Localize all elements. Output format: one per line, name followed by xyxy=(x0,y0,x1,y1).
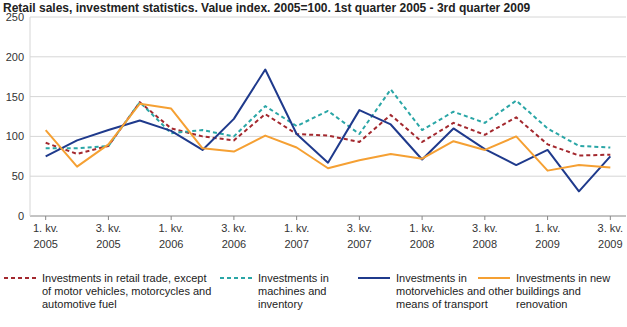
legend-label-line: motorvehicles and other xyxy=(396,285,514,297)
x-tick-label-part: 1. kv. xyxy=(409,222,434,234)
x-tick-label-part: 1. kv. xyxy=(33,222,58,234)
x-tick-label: 1. kv. 2008 xyxy=(409,222,434,250)
grid-line xyxy=(30,176,626,177)
y-tick-label: 100 xyxy=(6,130,24,142)
x-tick-label-part: 2009 xyxy=(535,238,559,250)
y-tick-label: 150 xyxy=(6,91,24,103)
legend-label-line: machines and xyxy=(258,285,327,297)
legend-label: Investments in newbuildings andrenovatio… xyxy=(516,272,610,310)
x-tick-label: 3. kv. 2007 xyxy=(347,222,372,250)
legend-label-line: Investments in xyxy=(396,272,467,284)
y-axis-line xyxy=(30,17,31,216)
x-tick-label-part: 3. kv. xyxy=(347,222,372,234)
legend-label-line: of motor vehicles, motorcycles and xyxy=(42,285,211,297)
y-tick-label: 0 xyxy=(18,210,24,222)
x-tick-label-part: 1. kv. xyxy=(284,222,309,234)
x-tick-label-part: 2006 xyxy=(159,238,183,250)
x-tick-label-part: 3. kv. xyxy=(472,222,497,234)
series-line xyxy=(46,89,611,148)
grid-line xyxy=(30,96,626,97)
series-line xyxy=(46,70,611,192)
grid-line xyxy=(30,17,626,18)
y-tick-label: 200 xyxy=(6,51,24,63)
legend-label-line: renovation xyxy=(516,298,567,310)
legend-label: Investments inmotorvehicles and othermea… xyxy=(396,272,514,310)
x-tick-label: 1. kv. 2007 xyxy=(284,222,309,250)
x-tick-label-part: 2007 xyxy=(347,238,371,250)
x-tick-label: 3. kv. 2008 xyxy=(472,222,497,250)
x-tick-label-part: 3. kv. xyxy=(221,222,246,234)
y-tick-label: 50 xyxy=(12,170,24,182)
x-tick xyxy=(108,216,109,220)
x-tick-label: 1. kv. 2009 xyxy=(535,222,560,250)
x-tick-label-part: 2005 xyxy=(96,238,120,250)
title: Retail sales, investment statistics. Val… xyxy=(3,1,531,15)
legend-label-line: buildings and xyxy=(516,285,581,297)
legend-label: Investments in retail trade, exceptof mo… xyxy=(42,272,211,310)
x-tick xyxy=(171,216,172,220)
grid-line xyxy=(30,56,626,57)
legend-swatch xyxy=(358,277,390,279)
x-tick-label-part: 2007 xyxy=(284,238,308,250)
legend-swatch xyxy=(478,277,510,279)
x-tick-label: 3. kv. 2006 xyxy=(221,222,246,250)
legend-label-line: means of transport xyxy=(396,298,488,310)
x-tick xyxy=(296,216,297,220)
legend-label-line: automotive fuel xyxy=(42,298,117,310)
x-tick-label-part: 3. kv. xyxy=(598,222,623,234)
x-tick-label: 3. kv. 2009 xyxy=(598,222,623,250)
legend-label: Investments inmachines andinventory xyxy=(258,272,329,310)
legend-label-line: inventory xyxy=(258,298,303,310)
x-tick xyxy=(422,216,423,220)
x-tick-label-part: 1. kv. xyxy=(535,222,560,234)
x-tick xyxy=(610,216,611,220)
plot-area xyxy=(46,70,611,192)
x-tick-label-part: 2006 xyxy=(222,238,246,250)
grid-line xyxy=(30,216,626,217)
legend-label-line: Investments in xyxy=(258,272,329,284)
x-tick xyxy=(547,216,548,220)
x-tick-label: 1. kv. 2005 xyxy=(33,222,58,250)
x-tick xyxy=(359,216,360,220)
x-tick xyxy=(45,216,46,220)
chart: Retail sales, investment statistics. Val… xyxy=(0,0,627,327)
x-tick-label-part: 1. kv. xyxy=(158,222,183,234)
series-line xyxy=(46,104,611,171)
x-tick-label-part: 2009 xyxy=(598,238,622,250)
x-tick-label: 3. kv. 2005 xyxy=(96,222,121,250)
x-tick xyxy=(484,216,485,220)
legend-swatch xyxy=(220,277,252,279)
legend-label-line: Investments in new xyxy=(516,272,610,284)
y-tick-label: 250 xyxy=(6,11,24,23)
legend-label-line: Investments in retail trade, except xyxy=(42,272,206,284)
x-tick xyxy=(233,216,234,220)
x-tick-label-part: 2005 xyxy=(33,238,57,250)
x-tick-label: 1. kv. 2006 xyxy=(158,222,183,250)
x-tick-label-part: 2008 xyxy=(410,238,434,250)
x-tick-label-part: 3. kv. xyxy=(96,222,121,234)
x-tick-label-part: 2008 xyxy=(473,238,497,250)
legend-swatch xyxy=(4,277,36,279)
